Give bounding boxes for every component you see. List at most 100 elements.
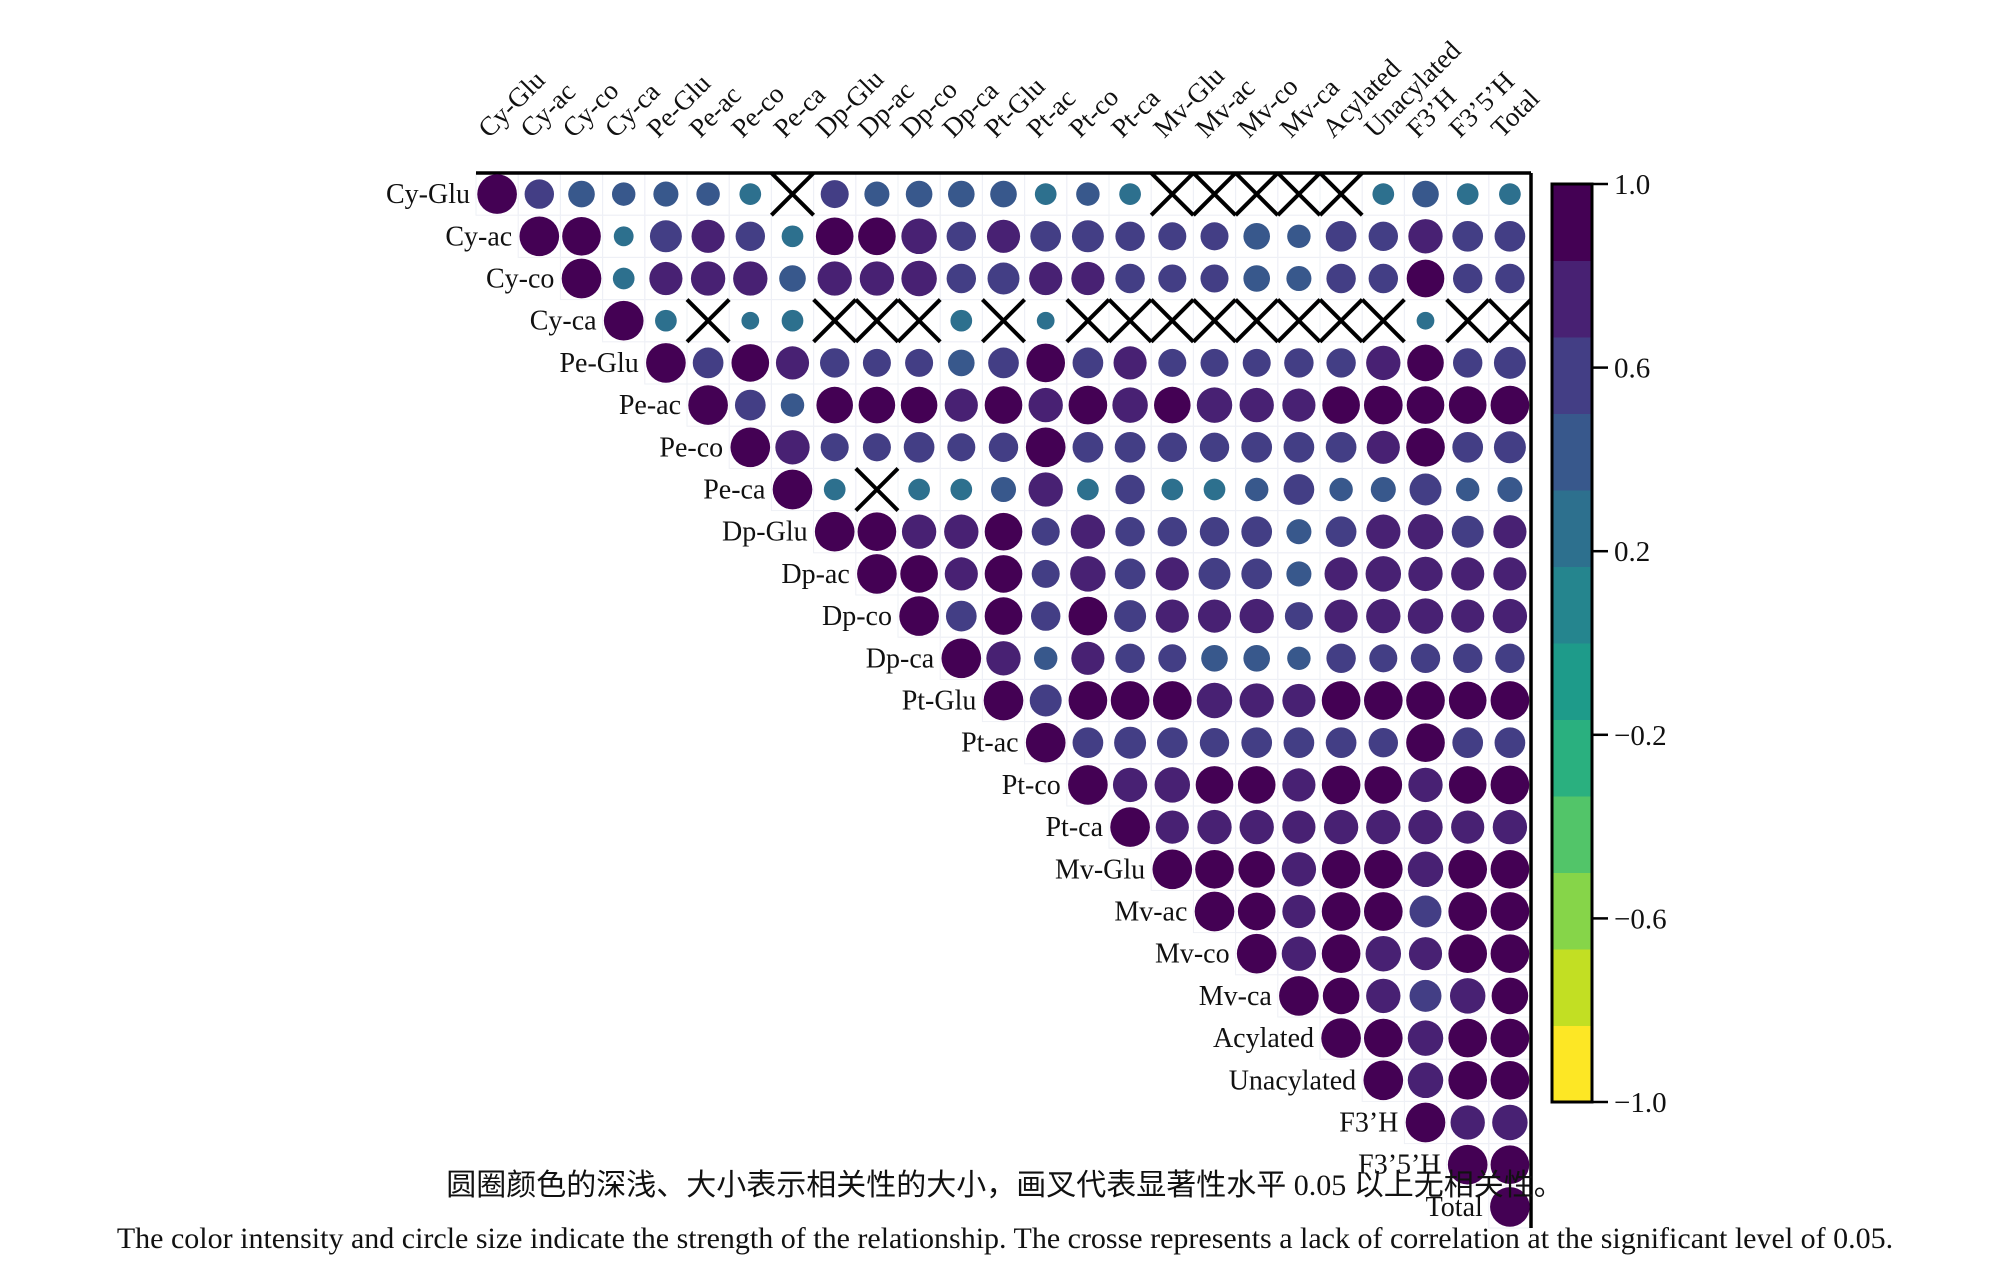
corr-circle-Pt-co-Mv-ac <box>1195 766 1234 804</box>
corr-circle-Pt-co-Mv-ca <box>1282 768 1316 802</box>
corr-circle-Pt-ac-Pt-co <box>1072 727 1104 759</box>
corr-circle-Pe-co-Pt-ca <box>1114 431 1146 463</box>
corr-circle-Cy-co-Pt-Glu <box>987 262 1020 295</box>
corr-circle-Pe-co-Dp-ca <box>947 433 976 462</box>
corr-circle-Dp-Glu-F3’5’H <box>1451 515 1484 548</box>
corr-circle-Cy-ac-Pt-co <box>1071 220 1104 253</box>
row-label: Dp-ac <box>781 559 849 590</box>
row-label: Cy-co <box>486 264 554 295</box>
row-label: Pt-ac <box>961 728 1019 759</box>
corr-circle-Cy-co-Acylated <box>1326 263 1356 294</box>
corr-circle-Pe-co-Mv-co <box>1241 431 1273 463</box>
grid-layer <box>475 172 1532 1229</box>
corr-circle-Pt-Glu-Mv-ca <box>1282 683 1316 718</box>
corr-circle-Pt-ca-F3’H <box>1408 809 1443 845</box>
corr-circle-Pt-ac-Mv-ac <box>1199 727 1230 758</box>
row-label: Cy-Glu <box>386 179 470 210</box>
corr-circle-Dp-ca-F3’5’H <box>1452 643 1483 674</box>
corr-circle-Pe-ca-Pe-ca <box>772 469 813 510</box>
corr-circle-Pt-ca-Total <box>1492 809 1528 845</box>
corr-circle-Cy-ca-F3’H <box>1416 311 1435 330</box>
row-label: Cy-ca <box>530 306 597 337</box>
corr-circle-Pt-co-F3’5’H <box>1448 766 1487 804</box>
colorbar-segment <box>1552 643 1592 720</box>
corr-circle-Cy-ca-Pt-ac <box>1036 311 1055 330</box>
corr-circle-Cy-ac-F3’5’H <box>1452 220 1484 252</box>
corr-circle-Cy-Glu-Total <box>1499 183 1521 205</box>
corr-circle-Pe-Glu-Mv-co <box>1242 348 1271 377</box>
corr-circle-Cy-co-Pt-ac <box>1029 261 1063 296</box>
cross-Cy-ca-Unacylated-b <box>1360 298 1406 344</box>
corr-circle-Pe-Glu-Pe-ac <box>692 347 724 379</box>
row-label: Dp-ca <box>866 643 935 674</box>
corr-circle-Dp-co-Dp-co <box>899 596 939 636</box>
corr-circle-Dp-ac-Pt-Glu <box>984 555 1023 593</box>
corr-circle-Cy-ca-Dp-ca <box>950 309 973 332</box>
corr-circle-Pt-ac-Total <box>1494 727 1526 759</box>
corr-circle-Pt-Glu-Pt-ca <box>1110 681 1150 720</box>
corr-circle-Pe-co-Mv-Glu <box>1157 432 1188 463</box>
corr-circle-F3’H-F3’5’H <box>1450 1105 1485 1140</box>
corr-circle-Cy-ac-Mv-Glu <box>1158 222 1187 251</box>
corr-circle-Pe-Glu-Pe-ca <box>775 346 810 380</box>
corr-circle-Cy-ac-Unacylated <box>1368 221 1399 252</box>
corr-circle-Dp-ac-F3’5’H <box>1451 557 1485 591</box>
corr-circle-Pe-ac-F3’5’H <box>1448 386 1487 424</box>
corr-circle-Cy-Glu-Cy-ac <box>524 179 555 209</box>
colorbar-segment <box>1552 260 1592 338</box>
corr-circle-Pt-ca-Acylated <box>1323 809 1359 845</box>
colorbar-segment <box>1552 337 1592 414</box>
corr-circle-Cy-co-F3’H <box>1406 259 1445 298</box>
corr-circle-Pt-ac-Acylated <box>1325 727 1357 759</box>
corr-circle-Pt-ac-Pt-ac <box>1025 722 1066 763</box>
corr-circle-Mv-co-Total <box>1490 934 1530 974</box>
corr-circle-Dp-co-Dp-ca <box>945 600 977 632</box>
cross-Cy-Glu-Mv-ca-b <box>1276 171 1322 217</box>
corr-circle-Dp-co-Acylated <box>1324 599 1358 633</box>
corr-circle-Pt-Glu-Mv-ac <box>1196 682 1233 719</box>
corr-circle-Mv-ac-Mv-co <box>1237 892 1276 931</box>
corr-circle-Dp-co-Mv-ca <box>1284 602 1313 631</box>
colorbar-tick-label: −0.2 <box>1614 720 1667 752</box>
corr-circle-Pe-ac-F3’H <box>1406 386 1445 424</box>
corr-circle-Cy-co-Dp-co <box>901 260 937 297</box>
corr-circle-Cy-co-Pe-ac <box>690 261 726 296</box>
corr-circle-Pe-ca-Total <box>1497 476 1523 503</box>
corr-circle-Pe-ac-Dp-ac <box>858 386 896 424</box>
corr-circle-Pt-Glu-Mv-Glu <box>1152 681 1192 720</box>
row-label: Acylated <box>1213 1023 1314 1054</box>
colorbar-segment <box>1552 490 1592 567</box>
corr-circle-Pe-Glu-Pe-Glu <box>646 343 686 383</box>
corr-circle-Pe-ac-Pt-ac <box>1028 387 1063 423</box>
corr-circle-Pt-ac-Mv-Glu <box>1156 727 1188 759</box>
corr-circle-Cy-co-Unacylated <box>1368 263 1399 294</box>
corr-circle-Dp-ac-Unacylated <box>1365 556 1402 592</box>
corr-circle-Pt-ca-Unacylated <box>1366 809 1401 845</box>
corr-circle-Cy-ca-Cy-ca <box>603 300 644 341</box>
colorbar-segment <box>1552 413 1592 491</box>
corr-circle-Pe-co-Pe-ca <box>775 430 810 465</box>
corr-circle-Acylated-Acylated <box>1321 1018 1361 1058</box>
corr-circle-Cy-Glu-Unacylated <box>1372 183 1395 205</box>
corr-circle-Pe-Glu-Total <box>1493 346 1526 379</box>
corr-circle-Dp-ac-Total <box>1493 557 1527 591</box>
corr-circle-Pe-ac-Pt-Glu <box>984 386 1023 424</box>
colorbar: 1.0 0.6 0.2 −0.2 −0.6 −1.0 <box>1550 169 1667 1119</box>
corr-circle-Pe-ca-Acylated <box>1329 477 1353 502</box>
corr-circle-Mv-ca-Total <box>1491 977 1529 1015</box>
colorbar-tick-label: 0.6 <box>1614 353 1650 385</box>
corr-circle-Dp-ca-F3’H <box>1410 643 1441 674</box>
corr-circle-Cy-co-Dp-Glu <box>817 261 852 296</box>
corr-circle-Mv-co-F3’H <box>1408 937 1443 971</box>
row-label: F3’5’H <box>1358 1150 1440 1181</box>
corr-circle-Cy-ac-Dp-co <box>901 218 937 255</box>
corr-circle-Pe-Glu-Pt-co <box>1072 347 1104 379</box>
corr-circle-Mv-ca-F3’5’H <box>1449 978 1486 1014</box>
cross-Cy-ca-Dp-co-b <box>896 298 942 344</box>
corr-circle-Pe-co-Dp-co <box>903 431 935 463</box>
cross-Cy-Glu-Mv-co-b <box>1234 171 1280 217</box>
corr-circle-Cy-co-Mv-ca <box>1286 265 1312 292</box>
corr-circle-Dp-Glu-Pt-ca <box>1115 516 1145 547</box>
corr-circle-Cy-co-Cy-ca <box>612 267 635 290</box>
corr-circle-Pt-co-Pt-ca <box>1112 767 1148 803</box>
